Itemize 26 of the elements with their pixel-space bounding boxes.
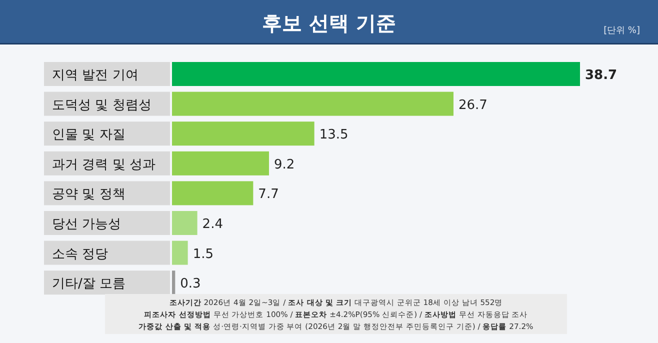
- data-label: 38.7: [585, 68, 618, 83]
- data-label: 1.5: [192, 246, 214, 262]
- bar: [172, 181, 254, 206]
- y-tick-label: 기타/잘 모름: [52, 276, 126, 292]
- y-tick-label: 당선 가능성: [52, 217, 122, 232]
- y-tick-label: 지역 발전 기여: [52, 68, 138, 83]
- data-label: 9.2: [274, 157, 295, 172]
- y-tick-label: 공약 및 정책: [52, 187, 126, 202]
- y-tick-label: 소속 정당: [52, 246, 108, 262]
- bar: [172, 92, 454, 116]
- y-tick-label: 도덕성 및 청렴성: [52, 98, 152, 113]
- bar: [172, 62, 580, 86]
- bar: [172, 270, 176, 295]
- data-label: 0.3: [180, 276, 201, 292]
- text: [단위 %]: [604, 26, 640, 36]
- bar: [172, 151, 269, 176]
- data-label: 26.7: [458, 98, 488, 113]
- bar: [172, 211, 198, 235]
- data-label: 13.5: [319, 128, 348, 143]
- data-label: 2.4: [202, 217, 223, 232]
- chart-title: 후보 선택 기준: [262, 11, 396, 35]
- y-tick-label: 과거 경력 및 성과: [52, 157, 156, 172]
- y-tick-label: 인물 및 자질: [52, 128, 126, 143]
- bar: [172, 122, 314, 146]
- bar: [172, 240, 188, 265]
- data-label: 7.7: [258, 187, 279, 202]
